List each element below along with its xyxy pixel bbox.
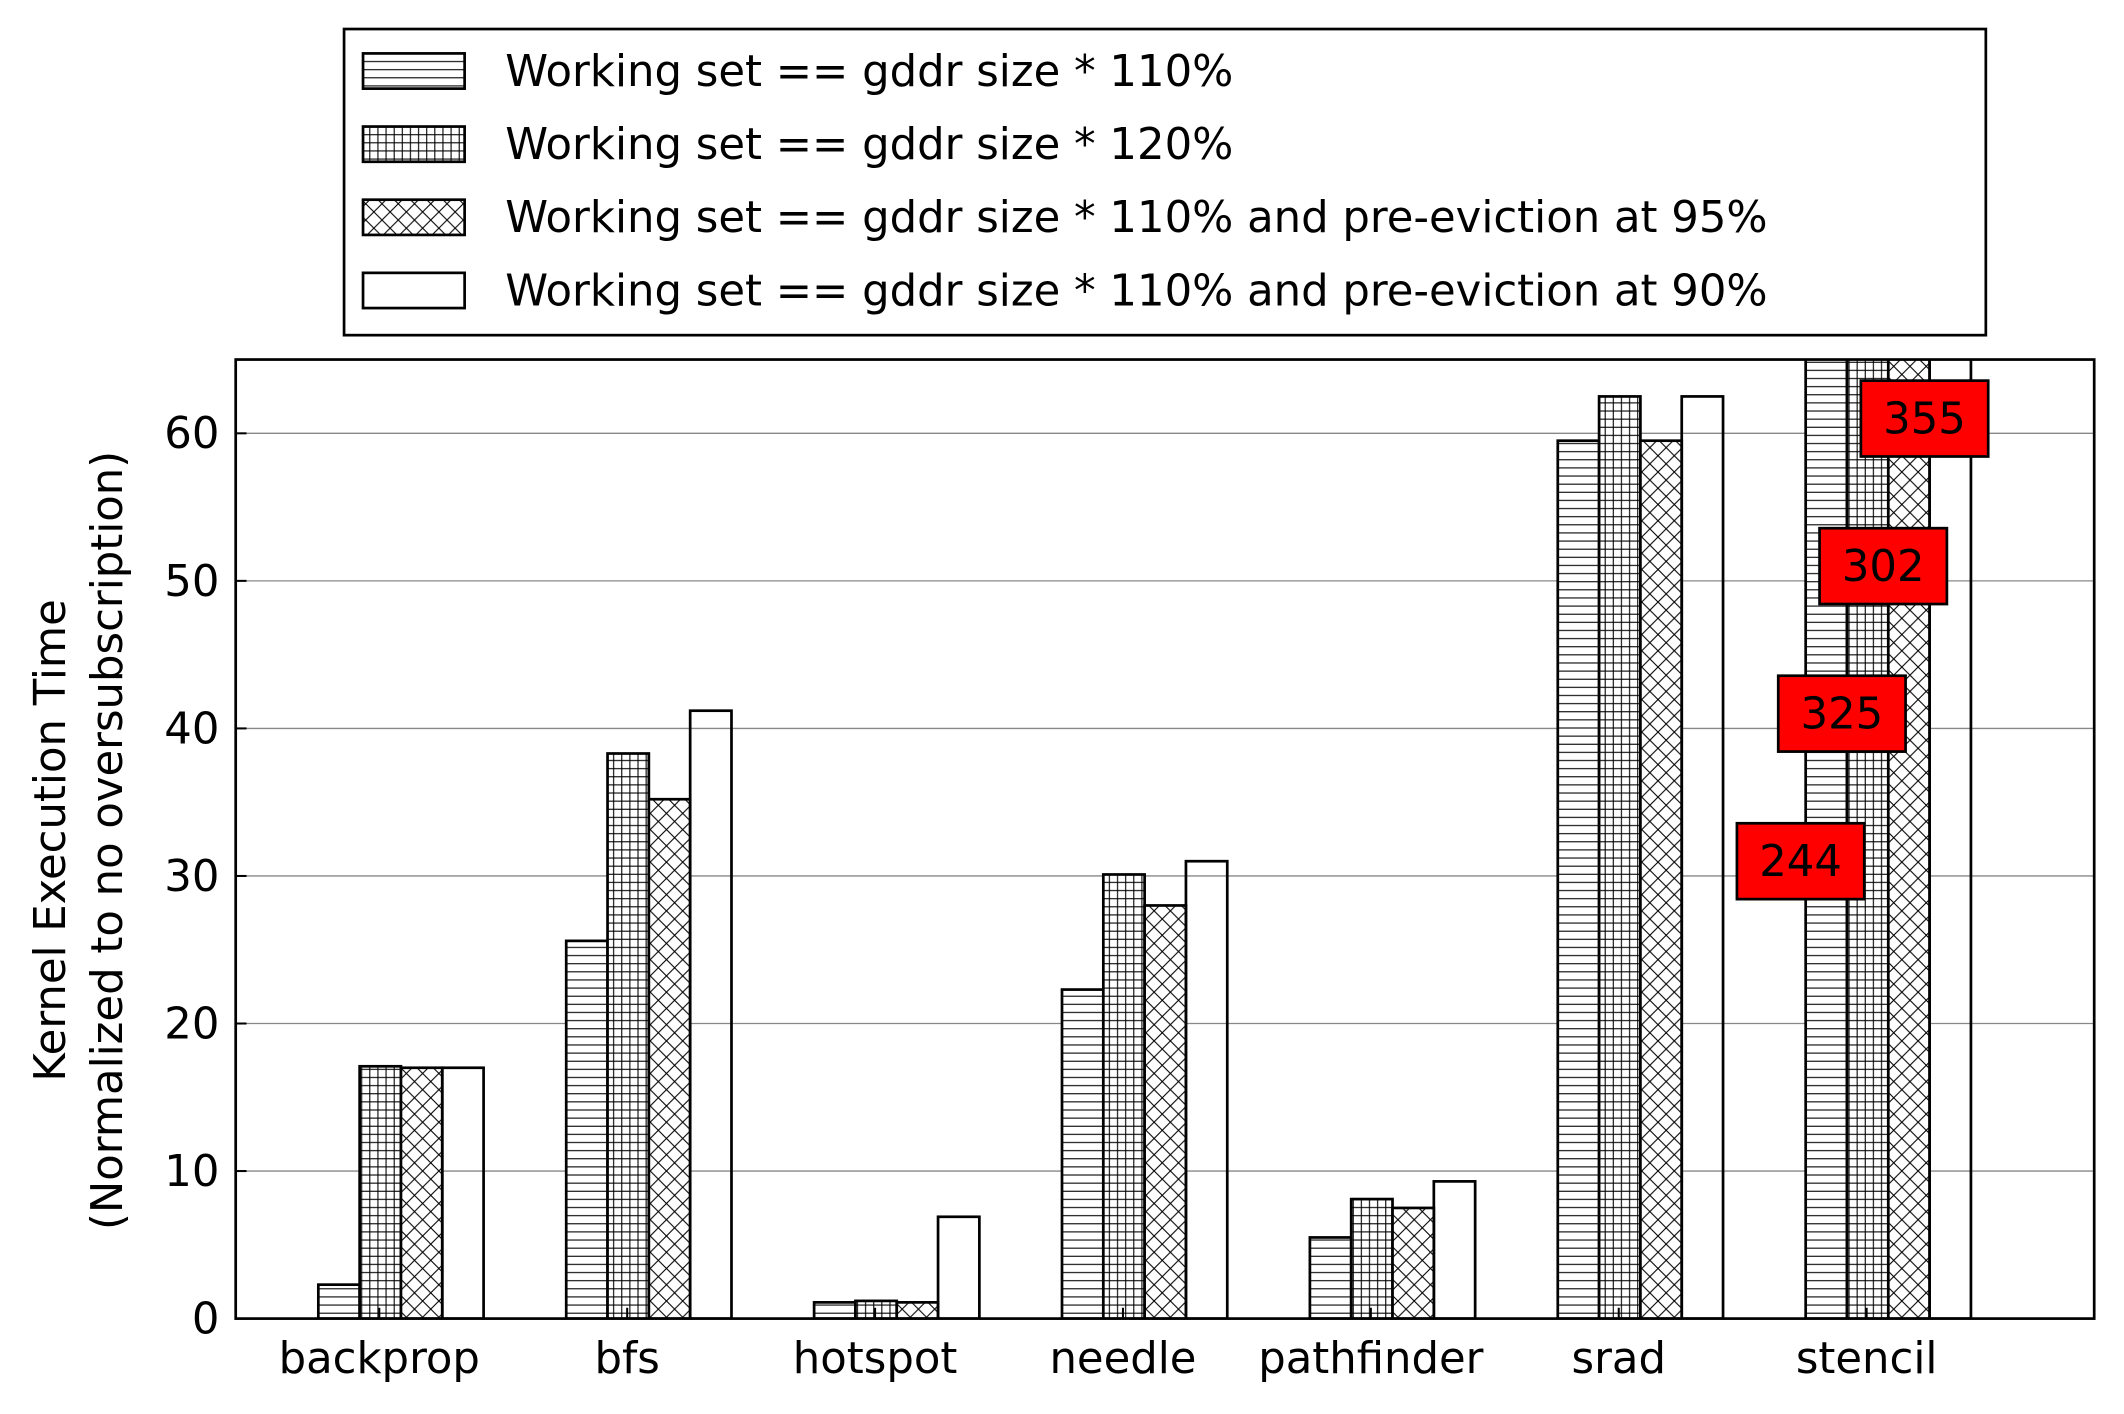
value-label-box xyxy=(1818,526,1949,606)
bar xyxy=(316,1283,361,1319)
value-label-box xyxy=(1735,821,1866,901)
y-tick-label: 40 xyxy=(164,704,219,754)
y-label-line: (Normalized to no oversubscription) xyxy=(83,451,133,1230)
y-axis-label: Kernel Execution Time (Normalized to no … xyxy=(26,451,133,1230)
legend-swatch xyxy=(361,125,466,164)
x-tick-label: pathfinder xyxy=(1258,1334,1483,1384)
y-tick-label: 20 xyxy=(164,999,219,1049)
bar xyxy=(1349,1197,1394,1319)
legend-swatch xyxy=(361,52,466,90)
bar xyxy=(1886,359,1931,1319)
bar xyxy=(647,797,692,1319)
bar xyxy=(688,709,733,1319)
value-label: 325 xyxy=(1801,690,1884,740)
value-label: 355 xyxy=(1883,394,1966,444)
bar xyxy=(606,752,651,1319)
bar xyxy=(1391,1206,1436,1319)
y-tick-label: 60 xyxy=(164,409,219,459)
bar xyxy=(1143,904,1188,1319)
y-tick-label: 10 xyxy=(164,1147,219,1197)
bar xyxy=(1928,359,1973,1319)
y-tick-label: 30 xyxy=(164,852,219,902)
value-label: 302 xyxy=(1842,542,1925,592)
value-label: 244 xyxy=(1759,837,1842,887)
value-label-box xyxy=(1776,674,1907,753)
x-tick-label: needle xyxy=(1049,1334,1196,1384)
y-tick-label: 50 xyxy=(164,557,219,607)
legend-swatch xyxy=(361,198,466,237)
bar xyxy=(1556,439,1601,1319)
legend-swatch xyxy=(361,271,466,310)
bar xyxy=(399,1066,444,1319)
y-tick-label: 0 xyxy=(192,1294,220,1344)
bar xyxy=(1680,395,1725,1319)
legend-label: Working set == gddr size * 110% xyxy=(505,47,1233,97)
x-tick-label: stencil xyxy=(1796,1334,1938,1384)
bar xyxy=(1308,1236,1353,1319)
bar xyxy=(1639,439,1684,1319)
legend-label: Working set == gddr size * 110% and pre-… xyxy=(505,193,1767,243)
bar xyxy=(564,939,609,1319)
x-tick-label: srad xyxy=(1572,1334,1666,1384)
bar xyxy=(1060,988,1105,1319)
bar xyxy=(1184,859,1229,1319)
value-label-box xyxy=(1859,379,1990,458)
bar xyxy=(936,1215,981,1319)
bar xyxy=(1597,395,1642,1319)
bar xyxy=(1101,873,1146,1319)
bar xyxy=(440,1066,485,1319)
bar xyxy=(812,1301,857,1319)
bar xyxy=(358,1064,403,1319)
legend-box xyxy=(342,27,1988,337)
bar xyxy=(1432,1180,1477,1319)
bars xyxy=(316,359,1973,1319)
legend-label: Working set == gddr size * 120% xyxy=(505,120,1233,170)
y-label-line: Kernel Execution Time xyxy=(26,599,76,1081)
x-tick-label: backprop xyxy=(279,1334,480,1384)
x-tick-label: hotspot xyxy=(793,1334,958,1384)
x-tick-label: bfs xyxy=(595,1334,660,1384)
bar xyxy=(895,1301,940,1319)
legend-label: Working set == gddr size * 110% and pre-… xyxy=(505,266,1767,316)
plot-frame xyxy=(234,358,2096,1320)
